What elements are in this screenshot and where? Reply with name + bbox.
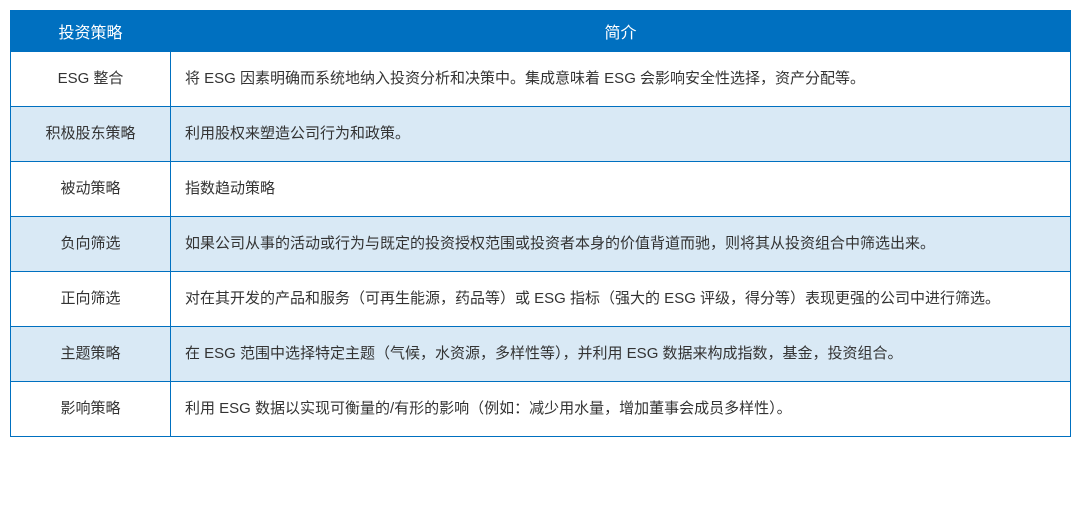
table-row: 积极股东策略利用股权来塑造公司行为和政策。	[11, 107, 1071, 162]
table-row: 主题策略在 ESG 范围中选择特定主题（气候，水资源，多样性等），并利用 ESG…	[11, 327, 1071, 382]
strategy-cell: 被动策略	[11, 162, 171, 217]
desc-cell: 指数趋动策略	[171, 162, 1071, 217]
strategy-cell: 正向筛选	[11, 272, 171, 327]
desc-cell: 如果公司从事的活动或行为与既定的投资授权范围或投资者本身的价值背道而驰，则将其从…	[171, 217, 1071, 272]
desc-cell: 利用 ESG 数据以实现可衡量的/有形的影响（例如：减少用水量，增加董事会成员多…	[171, 382, 1071, 437]
esg-strategy-table: 投资策略 简介 ESG 整合将 ESG 因素明确而系统地纳入投资分析和决策中。集…	[10, 10, 1071, 437]
table-row: 负向筛选如果公司从事的活动或行为与既定的投资授权范围或投资者本身的价值背道而驰，…	[11, 217, 1071, 272]
table-row: ESG 整合将 ESG 因素明确而系统地纳入投资分析和决策中。集成意味着 ESG…	[11, 52, 1071, 107]
table-header-row: 投资策略 简介	[11, 11, 1071, 52]
strategy-cell: 积极股东策略	[11, 107, 171, 162]
strategy-cell: ESG 整合	[11, 52, 171, 107]
table-row: 被动策略指数趋动策略	[11, 162, 1071, 217]
col-header-strategy: 投资策略	[11, 11, 171, 52]
desc-cell: 利用股权来塑造公司行为和政策。	[171, 107, 1071, 162]
desc-cell: 在 ESG 范围中选择特定主题（气候，水资源，多样性等），并利用 ESG 数据来…	[171, 327, 1071, 382]
table-row: 影响策略利用 ESG 数据以实现可衡量的/有形的影响（例如：减少用水量，增加董事…	[11, 382, 1071, 437]
col-header-desc: 简介	[171, 11, 1071, 52]
table-row: 正向筛选对在其开发的产品和服务（可再生能源，药品等）或 ESG 指标（强大的 E…	[11, 272, 1071, 327]
desc-cell: 对在其开发的产品和服务（可再生能源，药品等）或 ESG 指标（强大的 ESG 评…	[171, 272, 1071, 327]
strategy-cell: 负向筛选	[11, 217, 171, 272]
strategy-cell: 影响策略	[11, 382, 171, 437]
strategy-cell: 主题策略	[11, 327, 171, 382]
desc-cell: 将 ESG 因素明确而系统地纳入投资分析和决策中。集成意味着 ESG 会影响安全…	[171, 52, 1071, 107]
